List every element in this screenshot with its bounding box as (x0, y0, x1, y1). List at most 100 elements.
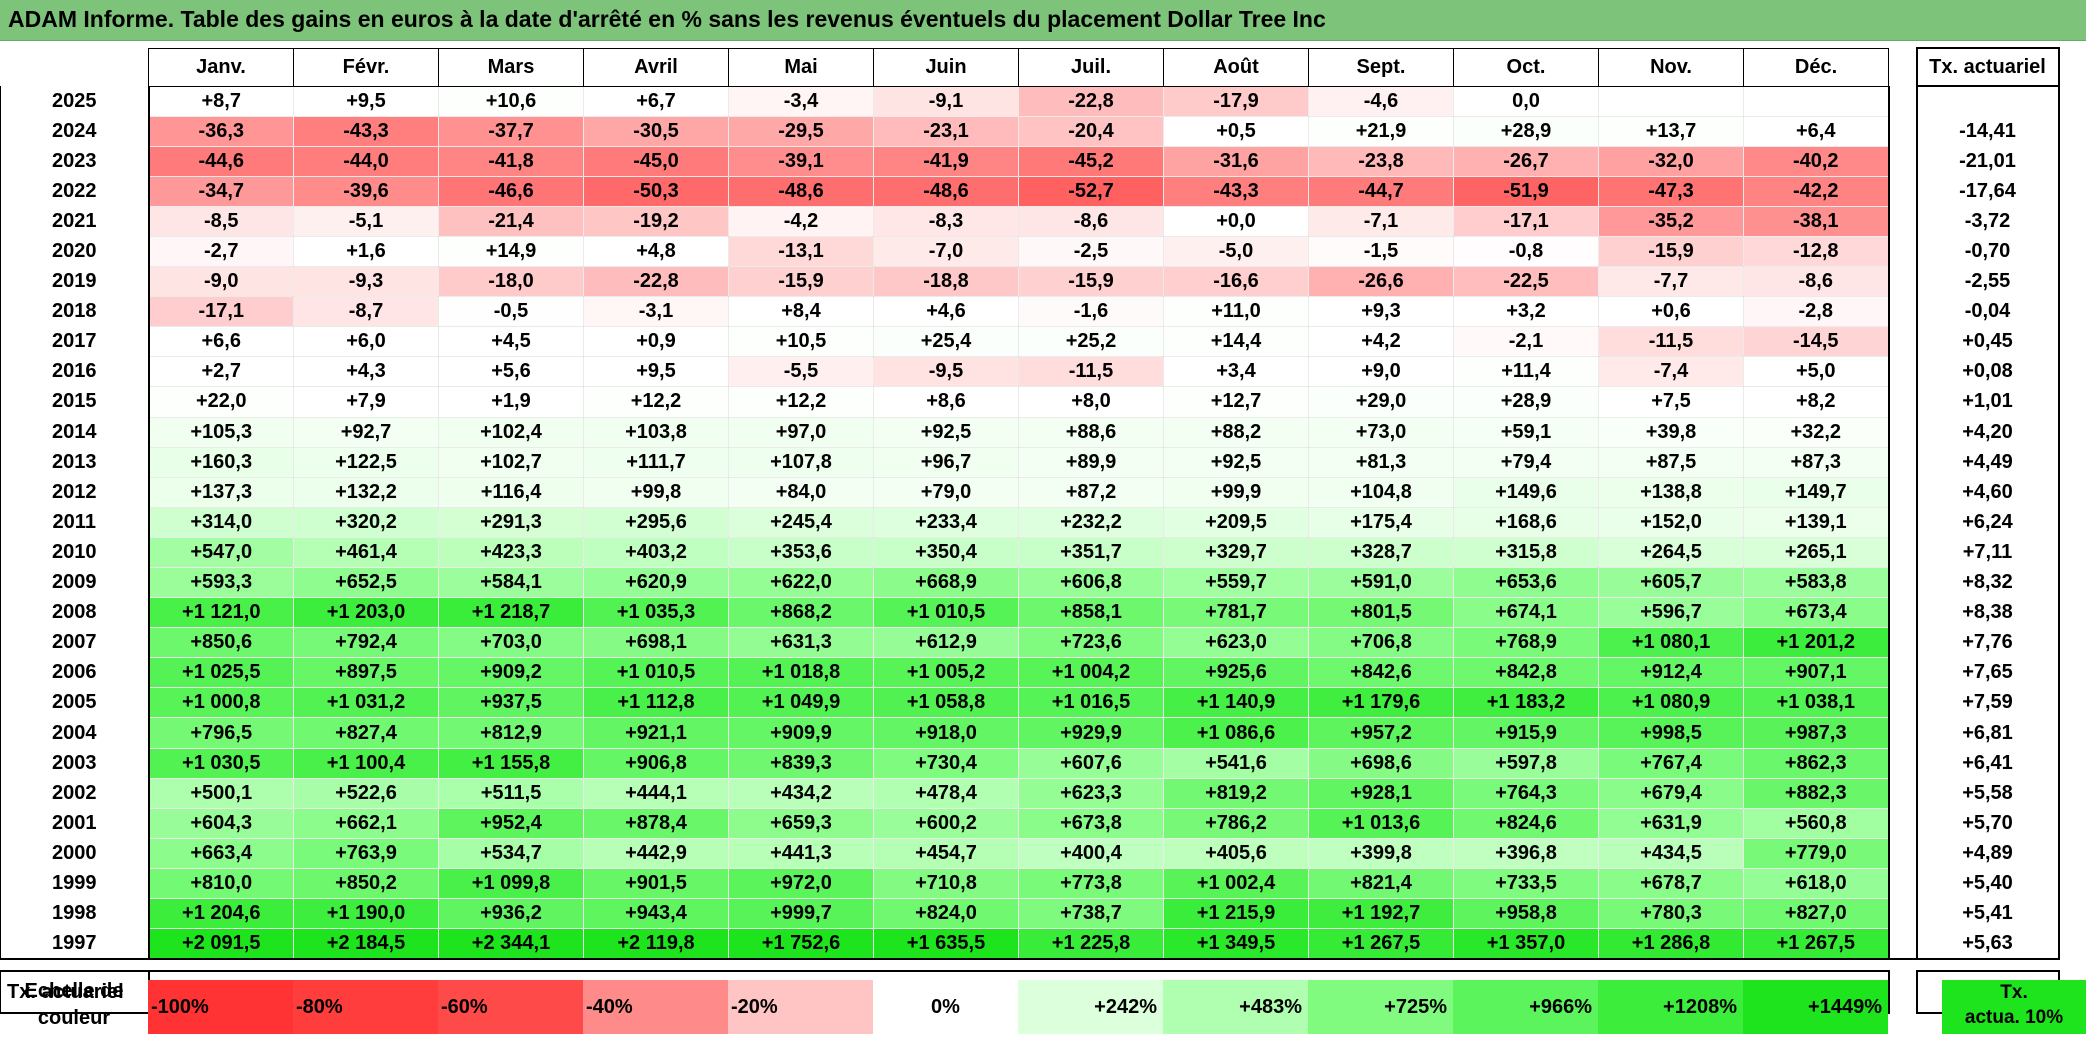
heatmap-cell: +4,5 (438, 326, 584, 358)
heatmap-cell: +96,7 (873, 446, 1019, 478)
heatmap-cell: +912,4 (1598, 657, 1744, 689)
heatmap-cell: -2,7 (148, 235, 294, 268)
heatmap-cell: -4,2 (728, 205, 874, 237)
heatmap-cell: +779,0 (1743, 837, 1890, 869)
year-label: 2009 (0, 567, 150, 598)
heatmap-cell: +678,7 (1598, 867, 1744, 900)
heatmap-cell: -38,1 (1743, 205, 1890, 237)
heatmap-cell: +768,9 (1453, 627, 1599, 659)
color-scale-swatch: 0% (873, 980, 1018, 1034)
gap-cell (874, 959, 1019, 971)
row-separator (1888, 567, 1917, 598)
heatmap-cell: +673,4 (1743, 597, 1890, 629)
year-label: 2024 (0, 116, 150, 147)
heatmap-cell: +929,9 (1018, 717, 1164, 749)
heatmap-cell: +14,4 (1163, 326, 1309, 358)
heatmap-cell: +773,8 (1018, 867, 1164, 900)
year-label: 2003 (0, 748, 150, 779)
heatmap-cell: +511,5 (438, 777, 584, 809)
gap-cell (1599, 959, 1744, 971)
heatmap-cell: +9,5 (583, 356, 729, 388)
row-separator (1888, 808, 1917, 839)
heatmap-cell: +32,2 (1743, 416, 1890, 448)
year-label: 2004 (0, 717, 150, 749)
heatmap-cell: +1,9 (438, 386, 584, 418)
heatmap-cell: +796,5 (148, 717, 294, 749)
year-label: 2014 (0, 417, 150, 448)
gap-cell (149, 959, 294, 971)
heatmap-cell: -43,3 (1163, 175, 1309, 207)
heatmap-cell: +1 086,6 (1163, 717, 1309, 749)
heatmap-cell: +1 192,7 (1308, 898, 1454, 930)
month-header: Nov. (1598, 47, 1744, 87)
heatmap-cell: +39,8 (1598, 416, 1744, 448)
heatmap-cell: +631,3 (728, 627, 874, 659)
header-separator (1888, 48, 1917, 86)
heatmap-cell: +786,2 (1163, 807, 1309, 839)
heatmap-cell: -15,9 (728, 266, 874, 298)
gap-cell (1309, 959, 1454, 971)
heatmap-cell: +824,6 (1453, 807, 1599, 839)
heatmap-cell: +11,4 (1453, 356, 1599, 388)
heatmap-cell: +850,6 (148, 627, 294, 659)
heatmap-cell: +25,2 (1018, 326, 1164, 358)
heatmap-cell: +1 267,5 (1308, 928, 1454, 961)
heatmap-cell: +405,6 (1163, 837, 1309, 869)
year-row: 2020 -2,7 +1,6 +14,9 +4,8 -13,1 -7,0 -2,5 -5,0 -1… (0, 235, 2060, 268)
heatmap-cell: -21,4 (438, 205, 584, 237)
heatmap-cell: +882,3 (1743, 777, 1890, 809)
heatmap-cell: +1 018,8 (728, 657, 874, 689)
heatmap-cell: +97,0 (728, 416, 874, 448)
heatmap-cell: +936,2 (438, 898, 584, 930)
heatmap-cell: -14,5 (1743, 326, 1890, 358)
heatmap-cell: +149,7 (1743, 476, 1890, 508)
annual-rate-cell: +6,24 (1915, 507, 2060, 538)
heatmap-cell: +1 349,5 (1163, 928, 1309, 961)
month-header: Oct. (1453, 47, 1599, 87)
heatmap-cell: +674,1 (1453, 597, 1599, 629)
heatmap-cell: -4,6 (1308, 85, 1454, 117)
heatmap-cell: +1 225,8 (1018, 928, 1164, 961)
heatmap-cell: -9,1 (873, 85, 1019, 117)
row-separator (1888, 507, 1917, 538)
annual-rate-cell: +5,41 (1915, 898, 2060, 929)
heatmap-cell: +4,3 (293, 356, 439, 388)
heatmap-cell: +168,6 (1453, 506, 1599, 538)
heatmap-cell: +9,5 (293, 85, 439, 117)
heatmap-cell: -8,7 (293, 296, 439, 328)
heatmap-cell: +14,9 (438, 235, 584, 268)
heatmap-cell: +618,0 (1743, 867, 1890, 900)
annual-rate-cell: +7,59 (1915, 687, 2060, 718)
heatmap-cell: +583,8 (1743, 566, 1890, 599)
gap-cell (1454, 959, 1599, 971)
heatmap-cell: +264,5 (1598, 536, 1744, 569)
heatmap-cell: -39,6 (293, 175, 439, 207)
year-row: 2025 +8,7 +9,5 +10,6 +6,7 -3,4 -9,1 -22,8 -17,9-… (0, 84, 2060, 117)
heatmap-cell: +92,7 (293, 416, 439, 448)
row-separator (1888, 116, 1917, 147)
heatmap-cell: -31,6 (1163, 145, 1309, 177)
gap-cell (1164, 959, 1309, 971)
heatmap-cell: +434,5 (1598, 837, 1744, 869)
heatmap-cell: +138,8 (1598, 476, 1744, 508)
color-scale-swatch: +966% (1453, 980, 1598, 1034)
row-separator (1888, 176, 1917, 207)
heatmap-cell: +1 201,2 (1743, 627, 1890, 659)
heatmap-cell: +245,4 (728, 506, 874, 538)
heatmap-cell: +461,4 (293, 536, 439, 569)
heatmap-cell: +79,0 (873, 476, 1019, 508)
heatmap-cell: +928,1 (1308, 777, 1454, 809)
heatmap-cell: +0,5 (1163, 115, 1309, 147)
color-scale-swatch: -40% (583, 980, 728, 1034)
heatmap-cell: -22,5 (1453, 266, 1599, 298)
heatmap-cell: +673,8 (1018, 807, 1164, 839)
color-scale-swatch: +1208% (1598, 980, 1743, 1034)
heatmap-cell: +596,7 (1598, 597, 1744, 629)
heatmap-cell: -7,1 (1308, 205, 1454, 237)
heatmap-cell: +0,9 (583, 326, 729, 358)
row-separator (1888, 928, 1917, 961)
heatmap-cell: +122,5 (293, 446, 439, 478)
heatmap-cell: -18,0 (438, 266, 584, 298)
gap-cell (729, 959, 874, 971)
year-label: 2011 (0, 507, 150, 538)
